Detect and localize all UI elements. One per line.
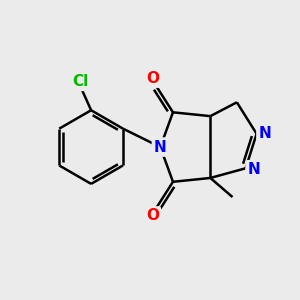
Text: O: O [146, 208, 159, 224]
Text: N: N [259, 126, 271, 141]
Text: N: N [154, 140, 167, 154]
Text: O: O [146, 71, 159, 86]
Text: Cl: Cl [73, 74, 89, 89]
Text: N: N [248, 162, 260, 177]
